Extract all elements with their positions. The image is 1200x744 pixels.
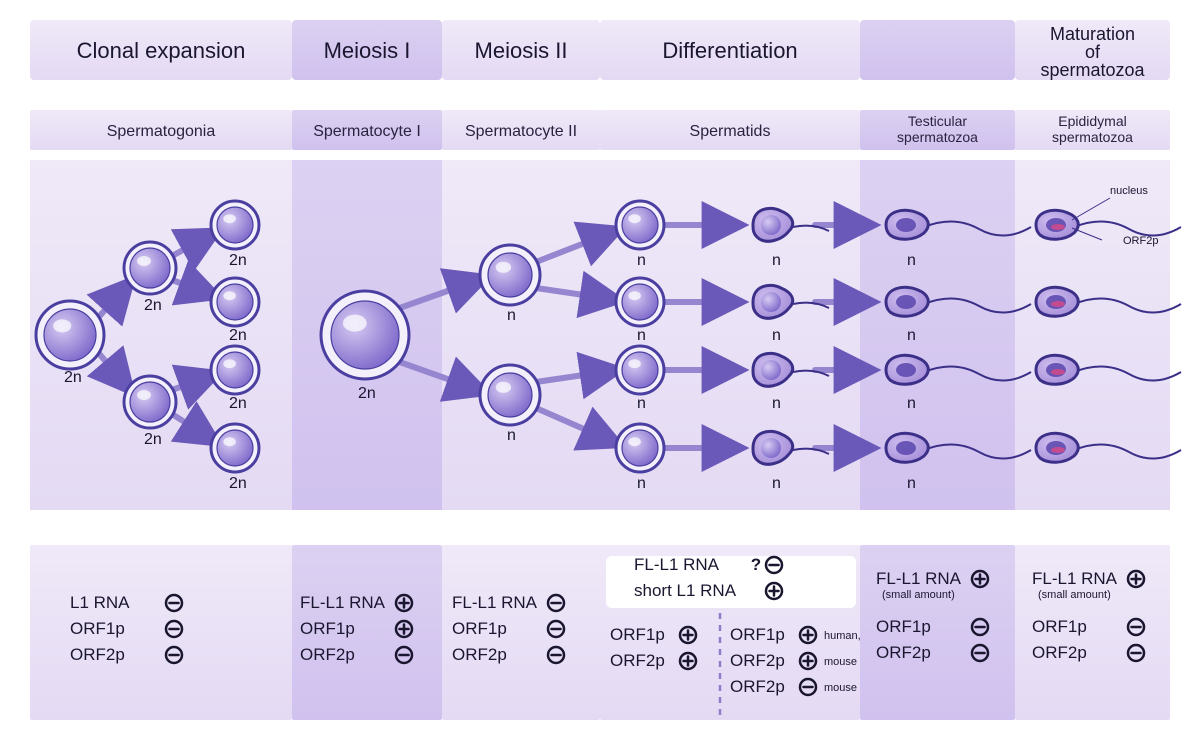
svg-text:2n: 2n <box>144 297 162 314</box>
svg-text:spermatozoa: spermatozoa <box>1052 129 1133 145</box>
svg-text:2n: 2n <box>229 395 247 412</box>
svg-text:Meiosis I: Meiosis I <box>324 38 411 63</box>
svg-text:Spermatogonia: Spermatogonia <box>107 123 216 140</box>
svg-text:FL-L1 RNA: FL-L1 RNA <box>452 593 538 612</box>
svg-text:ORF2p: ORF2p <box>70 645 125 664</box>
svg-text:FL-L1 RNA: FL-L1 RNA <box>876 569 962 588</box>
sign-plus <box>680 627 696 643</box>
svg-text:n: n <box>637 327 646 344</box>
sign-plus <box>972 571 988 587</box>
svg-text:ORF2p: ORF2p <box>452 645 507 664</box>
sign-plus <box>1128 571 1144 587</box>
svg-text:n: n <box>637 395 646 412</box>
svg-text:Epididymal: Epididymal <box>1058 113 1126 129</box>
svg-text:n: n <box>907 252 916 269</box>
spermatogenesis-diagram: Clonal expansion Spermatogonia Meiosis I Sp… <box>0 0 1200 744</box>
sign-plus <box>766 583 782 599</box>
svg-text:Differentiation: Differentiation <box>662 38 797 63</box>
svg-text:ORF1p: ORF1p <box>70 619 125 638</box>
svg-text:(small amount): (small amount) <box>882 589 955 601</box>
phase-header <box>860 20 1015 80</box>
svg-text:ORF2p: ORF2p <box>300 645 355 664</box>
svg-text:n: n <box>772 475 781 492</box>
svg-text:2n: 2n <box>358 385 376 402</box>
svg-text:of: of <box>1085 42 1101 62</box>
svg-text:mouse: mouse <box>824 682 857 694</box>
svg-text:ORF1p: ORF1p <box>610 625 665 644</box>
svg-text:FL-L1 RNA: FL-L1 RNA <box>634 555 720 574</box>
svg-text:(small amount): (small amount) <box>1038 589 1111 601</box>
svg-text:2n: 2n <box>229 475 247 492</box>
svg-text:Spermatids: Spermatids <box>690 123 771 140</box>
svg-text:n: n <box>907 475 916 492</box>
svg-text:Clonal expansion: Clonal expansion <box>77 38 246 63</box>
svg-text:spermatozoa: spermatozoa <box>897 129 978 145</box>
svg-text:Spermatocyte II: Spermatocyte II <box>465 123 577 140</box>
svg-text:n: n <box>507 307 516 324</box>
svg-text:n: n <box>772 327 781 344</box>
svg-text:2n: 2n <box>64 369 82 386</box>
svg-text:ORF2p: ORF2p <box>730 651 785 670</box>
svg-text:2n: 2n <box>229 327 247 344</box>
svg-text:n: n <box>907 327 916 344</box>
svg-text:n: n <box>507 427 516 444</box>
svg-text:FL-L1 RNA: FL-L1 RNA <box>1032 569 1118 588</box>
svg-text:ORF1p: ORF1p <box>300 619 355 638</box>
svg-text:Meiosis II: Meiosis II <box>475 38 568 63</box>
svg-text:ORF1p: ORF1p <box>730 625 785 644</box>
svg-text:Testicular: Testicular <box>908 113 967 129</box>
svg-text:n: n <box>907 395 916 412</box>
svg-text:human,: human, <box>824 630 861 642</box>
sign-plus <box>680 653 696 669</box>
svg-text:ORF2p: ORF2p <box>876 643 931 662</box>
svg-text:Maturation: Maturation <box>1050 24 1135 44</box>
svg-text:n: n <box>772 395 781 412</box>
sign-plus <box>396 621 412 637</box>
svg-text:ORF2p: ORF2p <box>730 677 785 696</box>
svg-text:L1 RNA: L1 RNA <box>70 593 130 612</box>
sign-plus <box>800 627 816 643</box>
svg-text:ORF2p: ORF2p <box>1032 643 1087 662</box>
svg-text:ORF1p: ORF1p <box>876 617 931 636</box>
svg-text:2n: 2n <box>229 252 247 269</box>
svg-text:ORF1p: ORF1p <box>1032 617 1087 636</box>
svg-text:ORF2p: ORF2p <box>610 651 665 670</box>
svg-text:n: n <box>637 252 646 269</box>
svg-text:mouse: mouse <box>824 656 857 668</box>
svg-text:FL-L1 RNA: FL-L1 RNA <box>300 593 386 612</box>
sign-plus <box>800 653 816 669</box>
svg-text:ORF2p: ORF2p <box>1123 235 1158 247</box>
svg-text:n: n <box>772 252 781 269</box>
svg-text:short L1 RNA: short L1 RNA <box>634 581 737 600</box>
svg-text:2n: 2n <box>144 431 162 448</box>
svg-text:ORF1p: ORF1p <box>452 619 507 638</box>
svg-text:spermatozoa: spermatozoa <box>1040 60 1145 80</box>
svg-text:?: ? <box>751 555 761 574</box>
svg-text:Spermatocyte I: Spermatocyte I <box>313 123 421 140</box>
diagram-panel <box>442 160 600 510</box>
sign-plus <box>396 595 412 611</box>
svg-text:nucleus: nucleus <box>1110 185 1148 197</box>
svg-text:n: n <box>637 475 646 492</box>
